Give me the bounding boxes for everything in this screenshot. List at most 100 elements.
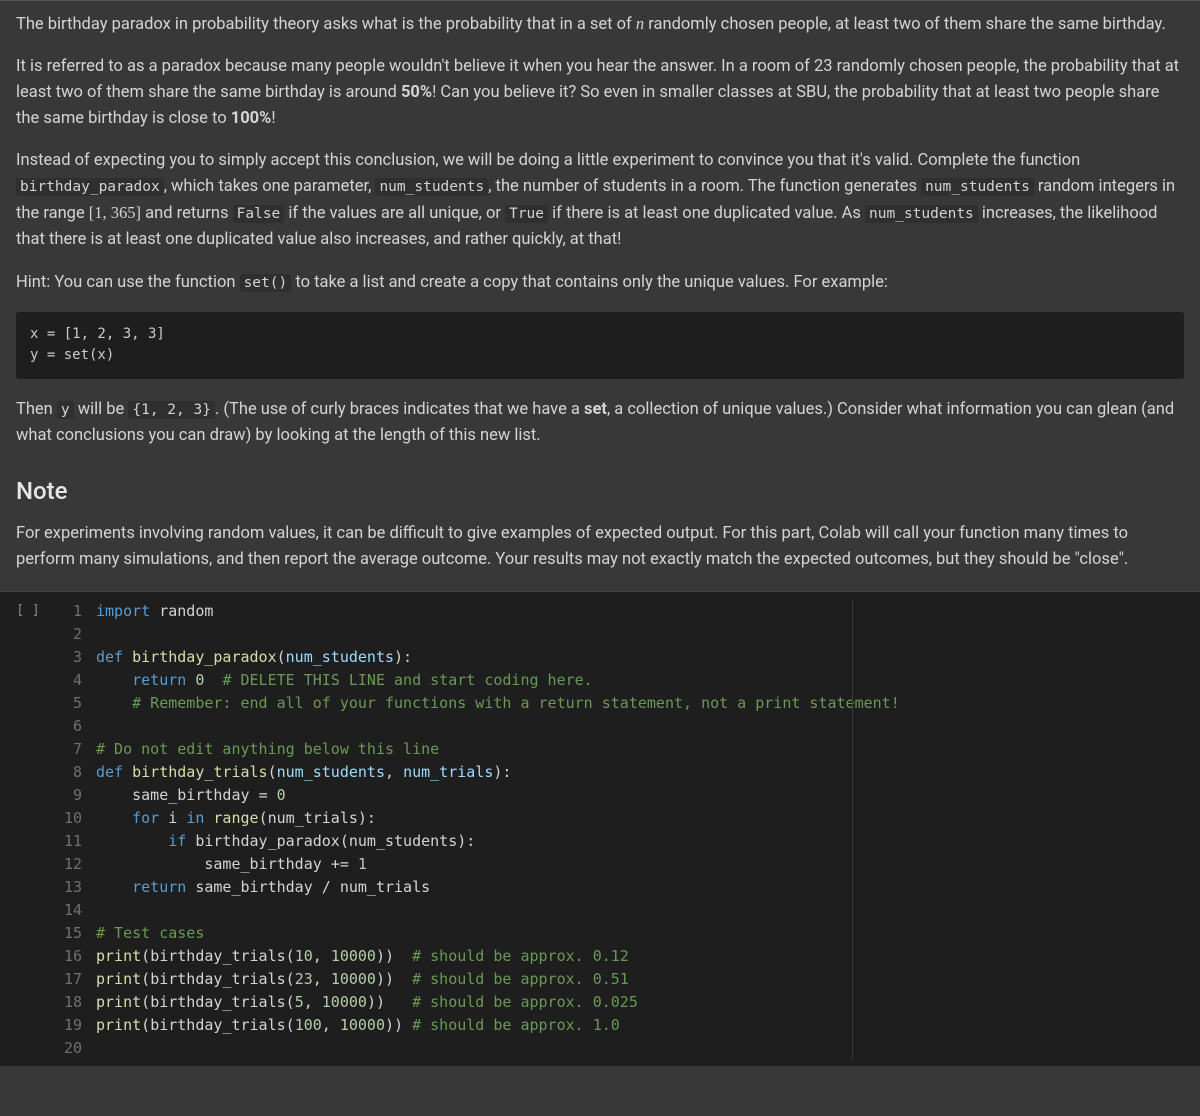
code-line[interactable]: 19 print(birthday_trials(100, 10000)) # s… — [56, 1014, 1200, 1037]
line-content[interactable]: same_birthday = 0 — [96, 784, 286, 807]
paragraph-1: The birthday paradox in probability theo… — [16, 11, 1184, 38]
code-num-students-2: num_students — [921, 178, 1034, 196]
line-number: 12 — [56, 853, 82, 876]
text: The birthday paradox in probability theo… — [16, 15, 636, 34]
text: randomly chosen people, at least two of … — [644, 15, 1166, 34]
line-content[interactable]: return 0 # DELETE THIS LINE and start co… — [96, 669, 593, 692]
line-content[interactable]: same_birthday += 1 — [96, 853, 367, 876]
code-line[interactable]: 18 print(birthday_trials(5, 10000)) # sho… — [56, 991, 1200, 1014]
execution-indicator[interactable]: [ ] — [0, 592, 56, 1066]
editor-ruler — [852, 600, 853, 1060]
code-num-students-3: num_students — [865, 205, 978, 223]
paragraph-2: It is referred to as a paradox because m… — [16, 54, 1184, 132]
code-line[interactable]: 3 def birthday_paradox(num_students): — [56, 646, 1200, 669]
code-line[interactable]: 6 — [56, 715, 1200, 738]
line-content[interactable]: print(birthday_trials(100, 10000)) # sho… — [96, 1014, 620, 1037]
line-number: 8 — [56, 761, 82, 784]
line-content[interactable] — [96, 623, 105, 646]
line-number: 4 — [56, 669, 82, 692]
paragraph-6: For experiments involving random values,… — [16, 521, 1184, 573]
text: to take a list and create a copy that co… — [291, 273, 888, 292]
line-content[interactable]: print(birthday_trials(23, 10000)) # shou… — [96, 968, 629, 991]
math-n: n — [636, 14, 644, 33]
line-number: 17 — [56, 968, 82, 991]
code-set-literal: {1, 2, 3} — [128, 401, 215, 419]
line-number: 18 — [56, 991, 82, 1014]
text: ! — [271, 109, 275, 128]
line-content[interactable] — [96, 715, 105, 738]
code-line[interactable]: 1 import random — [56, 600, 1200, 623]
text: , which takes one parameter, — [164, 177, 376, 196]
line-number: 5 — [56, 692, 82, 715]
line-content[interactable]: # Remember: end all of your functions wi… — [96, 692, 900, 715]
text: if the values are all unique, or — [284, 204, 505, 223]
markdown-cell: The birthday paradox in probability theo… — [0, 1, 1200, 573]
line-number: 19 — [56, 1014, 82, 1037]
code-line[interactable]: 16 print(birthday_trials(10, 10000)) # sh… — [56, 945, 1200, 968]
line-content[interactable]: if birthday_paradox(num_students): — [96, 830, 475, 853]
line-number: 2 — [56, 623, 82, 646]
code-true: True — [505, 205, 548, 223]
text: and returns — [141, 204, 233, 223]
line-content[interactable]: return same_birthday / num_trials — [96, 876, 430, 899]
code-cell[interactable]: [ ] 1 import random 2 3 def birthday_parado… — [0, 591, 1200, 1066]
code-line[interactable]: 13 return same_birthday / num_trials — [56, 876, 1200, 899]
line-number: 1 — [56, 600, 82, 623]
text: . (The use of curly braces indicates tha… — [215, 400, 584, 419]
paragraph-4: Hint: You can use the function set() to … — [16, 270, 1184, 296]
line-content[interactable]: # Do not edit anything below this line — [96, 738, 439, 761]
code-editor[interactable]: 1 import random 2 3 def birthday_paradox(nu… — [56, 592, 1200, 1066]
bold-100: 100% — [231, 109, 272, 128]
line-number: 14 — [56, 899, 82, 922]
hint-code-block: x = [1, 2, 3, 3] y = set(x) — [16, 312, 1184, 379]
line-content[interactable]: import random — [96, 600, 213, 623]
code-line[interactable]: 15 # Test cases — [56, 922, 1200, 945]
math-range: [1, 365] — [89, 203, 141, 222]
text: Instead of expecting you to simply accep… — [16, 151, 1080, 170]
text: Hint: You can use the function — [16, 273, 240, 292]
code-line[interactable]: 10 for i in range(num_trials): — [56, 807, 1200, 830]
line-content[interactable]: def birthday_trials(num_students, num_tr… — [96, 761, 511, 784]
line-number: 10 — [56, 807, 82, 830]
code-line[interactable]: 5 # Remember: end all of your functions … — [56, 692, 1200, 715]
line-content[interactable]: def birthday_paradox(num_students): — [96, 646, 412, 669]
notebook-page: The birthday paradox in probability theo… — [0, 0, 1200, 1066]
line-content[interactable] — [96, 899, 105, 922]
code-line[interactable]: 8 def birthday_trials(num_students, num_t… — [56, 761, 1200, 784]
code-line[interactable]: 20 — [56, 1037, 1200, 1060]
bold-set: set — [584, 400, 607, 419]
code-line[interactable]: 12 same_birthday += 1 — [56, 853, 1200, 876]
line-number: 13 — [56, 876, 82, 899]
code-false: False — [233, 205, 285, 223]
line-number: 6 — [56, 715, 82, 738]
code-line[interactable]: 14 — [56, 899, 1200, 922]
code-num-students: num_students — [375, 178, 488, 196]
line-content[interactable]: # Test cases — [96, 922, 204, 945]
code-y: y — [57, 401, 74, 419]
paragraph-5: Then y will be {1, 2, 3}. (The use of cu… — [16, 397, 1184, 449]
code-line[interactable]: 17 print(birthday_trials(23, 10000)) # sh… — [56, 968, 1200, 991]
line-content[interactable] — [96, 1037, 105, 1060]
line-number: 3 — [56, 646, 82, 669]
code-set: set() — [240, 274, 292, 292]
code-line[interactable]: 7 # Do not edit anything below this line — [56, 738, 1200, 761]
line-number: 9 — [56, 784, 82, 807]
code-line[interactable]: 9 same_birthday = 0 — [56, 784, 1200, 807]
paragraph-3: Instead of expecting you to simply accep… — [16, 148, 1184, 253]
line-number: 15 — [56, 922, 82, 945]
note-heading: Note — [16, 473, 1184, 511]
line-content[interactable]: for i in range(num_trials): — [96, 807, 376, 830]
line-number: 7 — [56, 738, 82, 761]
line-content[interactable]: print(birthday_trials(10, 10000)) # shou… — [96, 945, 629, 968]
line-content[interactable]: print(birthday_trials(5, 10000)) # shoul… — [96, 991, 638, 1014]
code-line[interactable]: 11 if birthday_paradox(num_students): — [56, 830, 1200, 853]
code-line[interactable]: 4 return 0 # DELETE THIS LINE and start … — [56, 669, 1200, 692]
text: Then — [16, 400, 57, 419]
text: if there is at least one duplicated valu… — [548, 204, 865, 223]
text: , the number of students in a room. The … — [488, 177, 921, 196]
line-number: 16 — [56, 945, 82, 968]
bold-50: 50% — [401, 83, 432, 102]
code-line[interactable]: 2 — [56, 623, 1200, 646]
line-number: 20 — [56, 1037, 82, 1060]
line-number: 11 — [56, 830, 82, 853]
